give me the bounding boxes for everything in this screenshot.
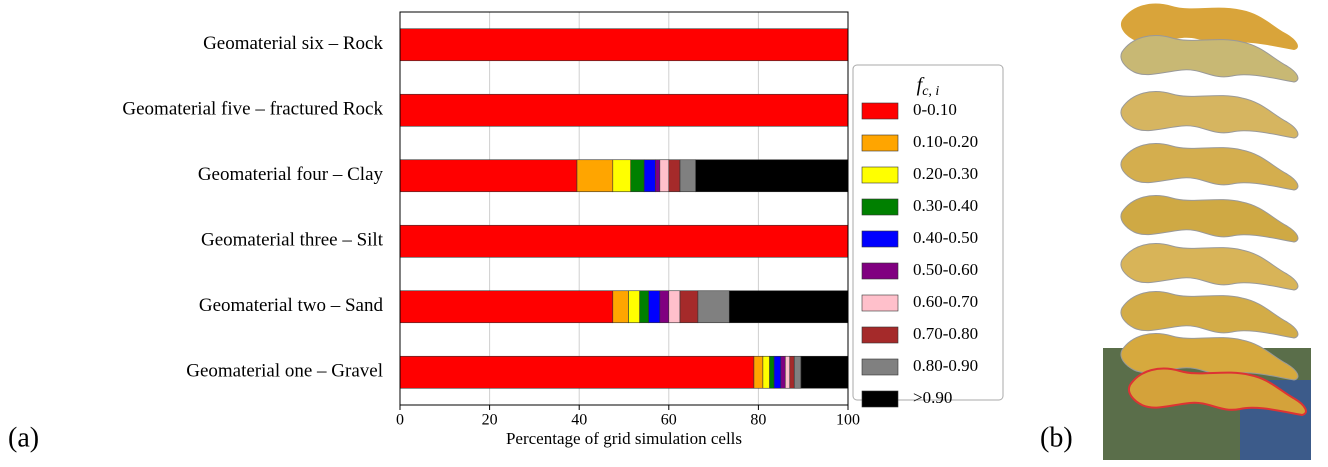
x-tick-label: 20	[482, 412, 498, 429]
legend-title-base: f	[917, 74, 925, 96]
bar-segment	[793, 355, 802, 389]
bar-segment	[753, 355, 764, 389]
panel-label: (a)	[8, 422, 39, 453]
bar-segment	[612, 159, 632, 193]
bar-segment	[800, 355, 849, 389]
legend-swatch	[861, 326, 899, 344]
bar-segment	[679, 290, 699, 324]
map-layer	[1120, 91, 1299, 139]
map-layer	[1120, 143, 1299, 191]
legend-label: 0.80-0.90	[913, 356, 978, 375]
legend-swatch	[861, 102, 899, 120]
bar-segment	[789, 355, 795, 389]
bar-segment	[780, 355, 786, 389]
bar-segment	[762, 355, 770, 389]
plot: 0 20 40 60 80 100 Geomaterial six – Rock Geomat…	[122, 11, 860, 429]
bar-segment	[773, 355, 782, 389]
legend-swatch	[861, 134, 899, 152]
bar-segment	[668, 290, 681, 324]
bar-segment	[697, 290, 730, 324]
plot-area	[400, 12, 848, 405]
legend-label: 0.50-0.60	[913, 260, 978, 279]
y-tick-label: Geomaterial six – Rock	[203, 33, 383, 54]
bar-segment	[399, 224, 849, 258]
y-tick-label: Geomaterial two – Sand	[199, 295, 384, 316]
bar-segment	[399, 355, 755, 389]
bar-segment	[399, 28, 849, 62]
legend-swatch	[861, 230, 899, 248]
bar-segment	[628, 290, 640, 324]
legend-swatch	[861, 294, 899, 312]
bar-segment	[399, 290, 614, 324]
panel-label: (b)	[1040, 422, 1073, 453]
legend-label: 0.10-0.20	[913, 132, 978, 151]
legend-label: 0.70-0.80	[913, 324, 978, 343]
map-layer	[1120, 195, 1299, 243]
legend-title: fc, i	[917, 74, 940, 100]
bar-segment	[679, 159, 696, 193]
bar-segment	[399, 159, 578, 193]
legend-label: 0-0.10	[913, 100, 957, 119]
bar-segment	[659, 159, 670, 193]
x-tick-label: 60	[661, 412, 677, 429]
bar-segment	[648, 290, 661, 324]
plot-frame	[399, 11, 849, 406]
x-axis-title: Percentage of grid simulation cells	[506, 429, 742, 448]
bar-segment	[639, 290, 649, 324]
bar-segment	[769, 355, 775, 389]
legend-swatch	[861, 262, 899, 280]
legend-swatch	[861, 166, 899, 184]
bar-segment	[659, 290, 670, 324]
bar-segment	[668, 159, 681, 193]
bar-segment	[399, 93, 849, 127]
x-tick-label: 80	[750, 412, 766, 429]
y-tick-label: Geomaterial four – Clay	[198, 164, 384, 185]
legend-label: 0.60-0.70	[913, 292, 978, 311]
bar-segment	[630, 159, 645, 193]
y-tick-label: Geomaterial three – Silt	[201, 230, 384, 251]
legend-swatch	[861, 198, 899, 216]
legend-label: >0.90	[913, 388, 952, 407]
y-tick-label: Geomaterial one – Gravel	[186, 361, 383, 382]
legend-swatch	[861, 390, 899, 408]
bar-segment	[695, 159, 849, 193]
map-stack	[1103, 3, 1311, 460]
legend-title-sub: c, i	[922, 84, 939, 99]
legend-label: 0.40-0.50	[913, 228, 978, 247]
map-layer	[1120, 243, 1299, 291]
y-tick-label: Geomaterial five – fractured Rock	[122, 99, 383, 120]
bar-segment	[643, 159, 656, 193]
legend-label: 0.30-0.40	[913, 196, 978, 215]
legend-label: 0.20-0.30	[913, 164, 978, 183]
legend-swatch	[861, 358, 899, 376]
x-tick-label: 100	[836, 412, 860, 429]
bar-segment	[728, 290, 849, 324]
x-tick-label: 40	[571, 412, 587, 429]
map-layer	[1120, 291, 1299, 339]
bar-segment	[784, 355, 791, 389]
x-tick-label: 0	[396, 412, 404, 429]
bar-segment	[612, 290, 629, 324]
bar-segment	[655, 159, 661, 193]
bar-segment	[576, 159, 614, 193]
